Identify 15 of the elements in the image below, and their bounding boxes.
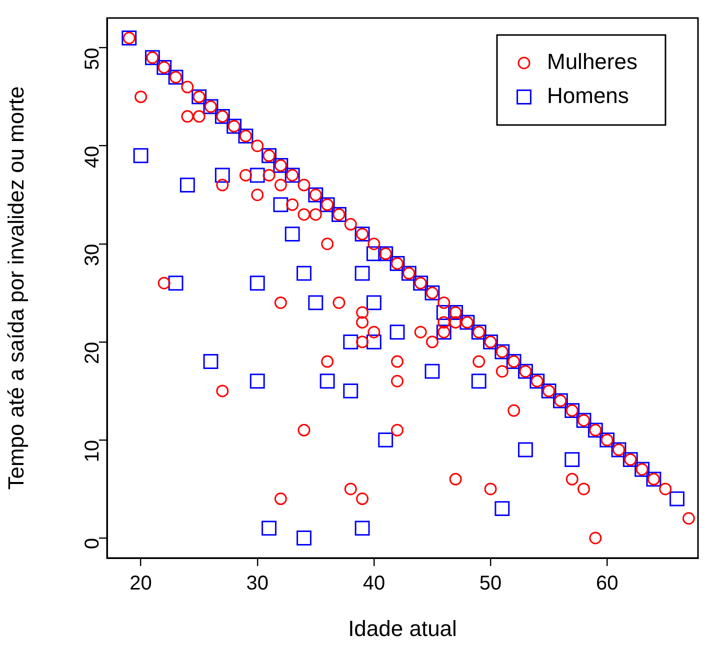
y-tick-label: 10: [82, 440, 104, 462]
y-axis-title: Tempo até a saída por invalidez ou morte: [3, 86, 28, 490]
x-tick-label: 20: [130, 572, 152, 595]
legend-label: Mulheres: [547, 49, 638, 74]
y-tick-label: 20: [82, 342, 104, 364]
y-tick-label: 0: [82, 538, 104, 550]
x-tick-label: 30: [246, 572, 268, 595]
legend-label: Homens: [547, 83, 629, 108]
x-tick-label: 60: [596, 572, 618, 595]
y-tick-label: 40: [82, 146, 104, 168]
x-tick-label: 40: [362, 572, 386, 595]
x-tick-label: 50: [479, 572, 502, 595]
x-axis-title: Idade atual: [348, 616, 457, 641]
y-tick-label: 30: [82, 244, 104, 266]
y-tick-label: 50: [82, 48, 104, 70]
